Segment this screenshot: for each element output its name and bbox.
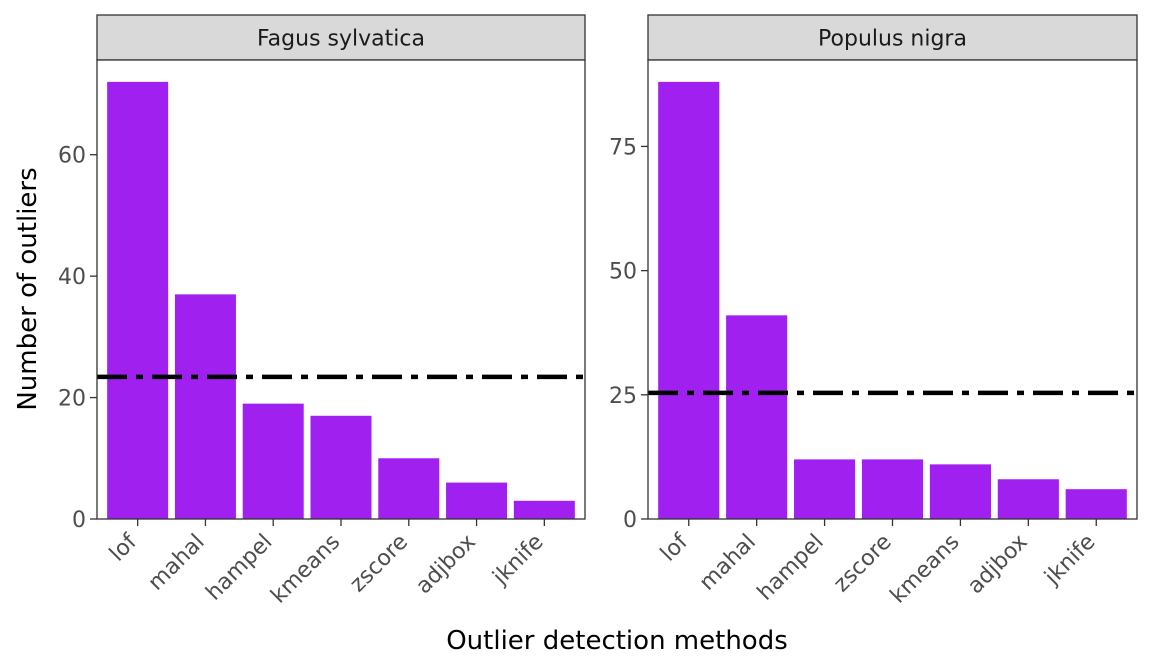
- x-tick-label-hampel: hampel: [753, 530, 829, 606]
- x-tick-label-zscore: zscore: [829, 530, 897, 598]
- y-tick-label: 60: [58, 144, 86, 169]
- x-tick-label-lof: lof: [105, 529, 143, 567]
- bar-hampel: [794, 459, 856, 519]
- bar-adjbox: [997, 479, 1059, 519]
- y-tick-label: 40: [58, 265, 86, 290]
- bar-kmeans: [310, 415, 372, 519]
- x-axis-title: Outlier detection methods: [446, 626, 788, 656]
- plot-background: [648, 60, 1137, 519]
- panel-title: Fagus sylvatica: [257, 27, 425, 52]
- bar-zscore: [861, 459, 924, 519]
- bar-adjbox: [446, 482, 508, 519]
- bar-hampel: [242, 403, 304, 519]
- x-tick-label-zscore: zscore: [345, 530, 413, 598]
- bar-lof: [107, 81, 169, 519]
- bar-mahal: [726, 315, 788, 519]
- y-axis-title: Number of outliers: [13, 167, 43, 410]
- bar-kmeans: [929, 464, 991, 519]
- y-tick-label: 25: [609, 384, 637, 409]
- bar-jknife: [513, 500, 575, 519]
- x-tick-label-kmeans: kmeans: [886, 530, 965, 609]
- bar-mahal: [174, 294, 236, 519]
- bar-lof: [658, 81, 720, 519]
- panel-strip: [96, 14, 586, 61]
- x-tick-label-jknife: jknife: [1040, 530, 1101, 591]
- panel-strip: [647, 14, 1138, 61]
- x-tick-label-hampel: hampel: [201, 530, 277, 606]
- bar-jknife: [1065, 489, 1127, 519]
- bar-zscore: [378, 458, 440, 519]
- panel-1: Fagus sylvatica 0 20 40 60 lof mahalhampelkmea…: [58, 14, 586, 609]
- panel-title: Populus nigra: [818, 27, 967, 52]
- x-tick-label-jknife: jknife: [488, 530, 549, 591]
- x-tick-label-mahal: mahal: [695, 530, 761, 596]
- x-tick-label-mahal: mahal: [144, 530, 210, 596]
- x-tick-label-kmeans: kmeans: [266, 530, 345, 609]
- y-tick-label: 75: [609, 135, 637, 160]
- y-tick-label: 50: [609, 260, 637, 285]
- x-tick-label-lof: lof: [656, 529, 694, 567]
- y-tick-label: 0: [72, 508, 86, 533]
- x-tick-label-adjbox: adjbox: [411, 530, 481, 600]
- y-tick-label: 0: [623, 508, 637, 533]
- x-tick-label-adjbox: adjbox: [963, 530, 1033, 600]
- y-tick-label: 20: [58, 387, 86, 412]
